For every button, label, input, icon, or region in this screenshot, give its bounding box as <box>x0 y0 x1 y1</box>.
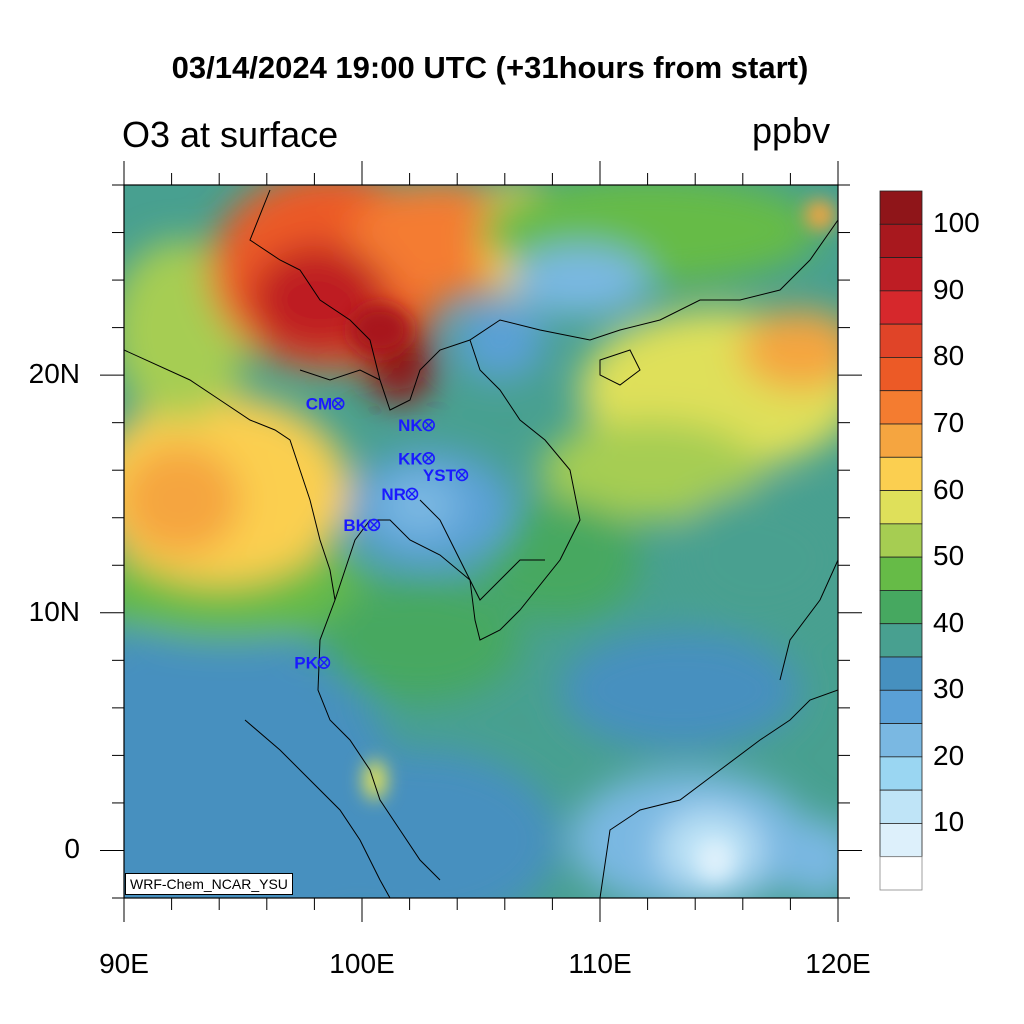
ozone-field <box>124 185 838 898</box>
station-marker-icon <box>422 452 435 465</box>
station-nk: NK <box>398 416 435 435</box>
station-label: PK <box>294 654 318 673</box>
y-tick-label: 0 <box>64 833 80 865</box>
station-pk: PK <box>294 654 331 673</box>
colorbar-label: 70 <box>933 407 965 438</box>
map-title: 03/14/2024 19:00 UTC (+31hours from star… <box>171 50 809 85</box>
axis-ticks <box>100 161 862 922</box>
units-label: ppbv <box>752 110 831 151</box>
colorbar-label: 20 <box>933 739 965 771</box>
station-marker-icon <box>331 397 345 410</box>
colorbar-label: 10 <box>933 806 965 838</box>
station-yst: YST <box>423 466 469 485</box>
station-bk: BK <box>343 516 381 535</box>
colorbar-label: 90 <box>933 273 965 305</box>
station-marker-icon <box>317 656 331 670</box>
colorbar-label: 80 <box>933 340 965 372</box>
station-cm: CM <box>306 395 345 414</box>
station-marker-icon <box>422 418 435 432</box>
coastlines <box>124 189 838 898</box>
x-tick-label: 110E <box>568 948 632 979</box>
variable-label: O3 at surface <box>122 114 339 155</box>
station-kk: KK <box>398 449 435 468</box>
x-tick-label: 120E <box>805 948 871 979</box>
colorbar-label: 40 <box>933 606 965 638</box>
station-label: BK <box>343 516 368 535</box>
colorbar-label: 60 <box>933 473 965 505</box>
colorbar-label: 100 <box>933 207 980 239</box>
colorbar-label: 30 <box>933 673 965 705</box>
station-marker-icon <box>455 468 469 482</box>
plot-frame <box>123 184 839 899</box>
station-nr: NR <box>381 485 419 504</box>
station-marker-icon <box>367 518 381 532</box>
station-marker-icon <box>405 487 419 501</box>
model-credit: WRF-Chem_NCAR_YSU <box>125 873 293 895</box>
x-tick-label: 90E <box>99 948 149 979</box>
x-tick-label: 100E <box>329 948 395 979</box>
colorbar-label: 50 <box>933 540 965 572</box>
station-label: KK <box>398 449 423 468</box>
station-label: YST <box>423 466 457 485</box>
station-label: NR <box>381 485 406 504</box>
y-tick-label: 10N <box>28 595 80 627</box>
y-tick-label: 20N <box>28 358 80 390</box>
station-label: NK <box>398 416 423 435</box>
station-label: CM <box>306 395 332 414</box>
